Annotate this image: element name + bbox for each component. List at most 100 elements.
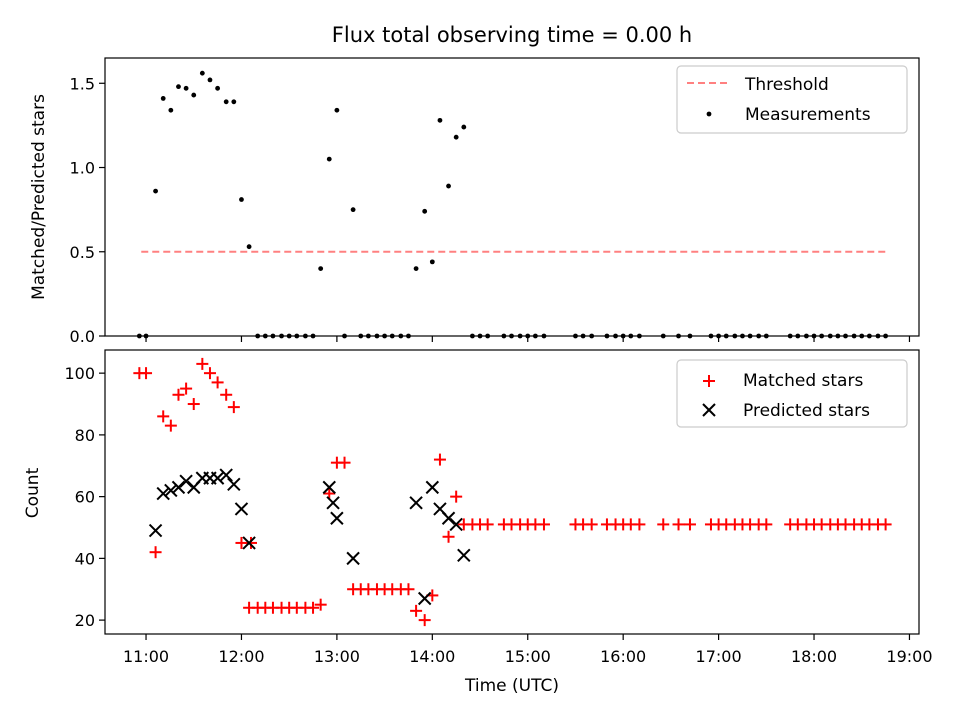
matched-star-point	[180, 382, 193, 395]
matched-legend-swatch	[703, 375, 715, 387]
predicted-star-point	[330, 511, 344, 525]
measurement-point	[883, 333, 889, 339]
measurement-point	[509, 333, 514, 339]
count-legend-box	[676, 359, 908, 428]
measurement-point	[660, 333, 666, 339]
measurement-point	[207, 77, 213, 83]
count-y-tick-label: 40	[75, 549, 95, 568]
measurements-legend-label: Measurements	[745, 105, 871, 125]
measurement-point	[143, 333, 149, 339]
measurement-point	[708, 333, 714, 339]
ratio-panel: Matched/Predicted stars 0.0 0.5 1.0 1.5 Thr…	[29, 57, 920, 346]
matched-star-point	[196, 357, 209, 370]
measurement-point	[342, 333, 347, 339]
x-tick-label: 19:00	[886, 647, 932, 666]
measurement-point	[239, 197, 244, 202]
predicted-star-point	[449, 517, 463, 532]
predicted-star-point	[164, 483, 178, 498]
count-y-tick-label: 80	[75, 426, 95, 445]
measurement-point	[215, 85, 221, 91]
measurement-point	[517, 333, 523, 339]
measurement-point	[580, 333, 586, 339]
matched-star-point	[172, 388, 185, 401]
predicted-legend-swatch	[702, 403, 716, 417]
measurement-point	[716, 333, 722, 339]
predicted-star-point	[242, 536, 256, 550]
x-tick-label: 15:00	[505, 647, 551, 666]
measurement-point	[398, 333, 404, 339]
x-tick-label: 17:00	[696, 647, 742, 666]
count-y-tick-label: 20	[75, 611, 95, 630]
ratio-legend: Threshold Measurements	[676, 65, 908, 134]
ratio-y-tick-label: 1.5	[70, 74, 95, 93]
measurement-point	[374, 333, 380, 339]
measurement-point	[723, 333, 729, 339]
measurement-point	[294, 333, 300, 339]
matched-star-point	[187, 398, 200, 411]
count-legend: Matched stars Predicted stars	[676, 359, 908, 428]
measurement-point	[676, 333, 681, 339]
predicted-star-point	[417, 591, 432, 606]
measurement-point	[358, 333, 364, 339]
ratio-y-axis-label: Matched/Predicted stars	[29, 94, 49, 300]
matched-star-point	[410, 604, 423, 617]
x-tick-label: 13:00	[314, 647, 360, 666]
predicted-star-point	[346, 551, 360, 566]
measurement-point	[613, 333, 618, 339]
measurement-point	[389, 333, 395, 339]
predicted-star-point	[326, 496, 340, 510]
measurement-point	[541, 333, 547, 339]
measurement-point	[573, 333, 578, 339]
measurement-point	[365, 333, 371, 339]
measurement-point	[279, 333, 284, 339]
count-y-tick-label: 100	[64, 364, 95, 383]
matched-star-point	[307, 601, 320, 614]
matched-star-point	[481, 518, 494, 531]
measurement-point	[413, 266, 419, 272]
measurement-point	[477, 333, 483, 339]
matched-star-point	[760, 518, 773, 531]
matched-star-point	[683, 518, 696, 531]
measurement-point	[168, 107, 174, 113]
predicted-legend-label: Predicted stars	[743, 401, 870, 421]
predicted-star-point	[234, 502, 249, 516]
matched-star-point	[879, 518, 892, 531]
measurement-point	[740, 333, 745, 339]
predicted-star-point	[210, 471, 225, 485]
matched-star-point	[657, 518, 670, 531]
predicted-star-point	[425, 480, 440, 495]
predicted-star-point	[441, 511, 456, 525]
measurement-point	[525, 333, 531, 339]
matched-star-point	[314, 598, 327, 611]
measurement-point	[223, 99, 229, 105]
predicted-star-point	[156, 486, 170, 501]
measurement-point	[756, 333, 762, 339]
measurement-point	[787, 333, 793, 339]
matched-star-point	[149, 546, 162, 559]
matched-star-point	[323, 487, 336, 500]
measurement-point	[803, 333, 809, 339]
measurement-point	[422, 208, 428, 214]
chart-title: Flux total observing time = 0.00 h	[332, 23, 692, 47]
matched-star-point	[140, 367, 153, 380]
measurement-point	[811, 333, 817, 339]
matched-star-point	[402, 583, 415, 596]
predicted-star-point	[219, 468, 233, 482]
measurement-point	[160, 96, 166, 101]
matched-star-point	[338, 456, 351, 469]
measurement-point	[687, 333, 693, 339]
threshold-legend-label: Threshold	[744, 75, 829, 95]
matched-star-point	[537, 518, 550, 531]
predicted-star-point	[227, 477, 241, 491]
x-tick-label: 14:00	[409, 647, 455, 666]
measurement-point	[501, 333, 507, 339]
measurement-point	[136, 333, 142, 339]
predicted-star-point	[171, 480, 186, 495]
matched-star-point	[450, 490, 463, 503]
measurement-point	[866, 333, 872, 339]
measurement-point	[286, 333, 292, 339]
measurement-point	[485, 333, 491, 339]
ratio-legend-box	[676, 65, 908, 134]
measurement-point	[246, 244, 252, 250]
